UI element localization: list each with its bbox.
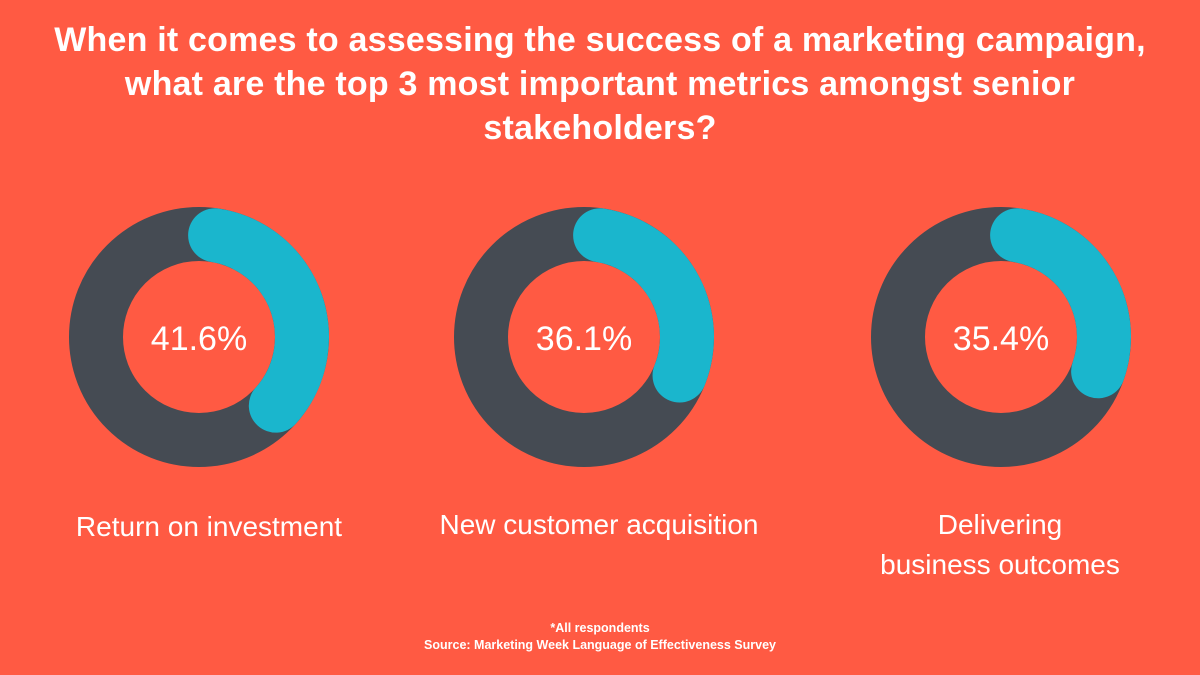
donut-value-arc — [454, 207, 714, 467]
footnote-note: *All respondents — [550, 621, 650, 635]
donut-new-customer-acquisition: 36.1% — [454, 207, 714, 467]
chart-title: When it comes to assessing the success o… — [54, 21, 1146, 147]
donut-return-on-investment: 41.6% — [69, 207, 329, 467]
donut-value-arc — [69, 207, 329, 467]
donut-value-arc — [871, 206, 1131, 467]
footnote-source: Source: Marketing Week Language of Effec… — [424, 638, 776, 652]
donut-delivering-business-outcomes: 35.4% — [871, 206, 1131, 467]
donut-value-label: 36.1% — [536, 320, 632, 358]
category-label-return-on-investment: Return on investment — [75, 511, 343, 542]
category-label-delivering-business-outcomes: Delivering business outcomes — [880, 509, 1120, 580]
donut-value-label: 35.4% — [953, 320, 1049, 358]
donut-value-label: 41.6% — [151, 320, 247, 358]
category-label-new-customer-acquisition: New customer acquisition — [439, 509, 759, 540]
footnote: *All respondents Source: Marketing Week … — [300, 620, 900, 654]
